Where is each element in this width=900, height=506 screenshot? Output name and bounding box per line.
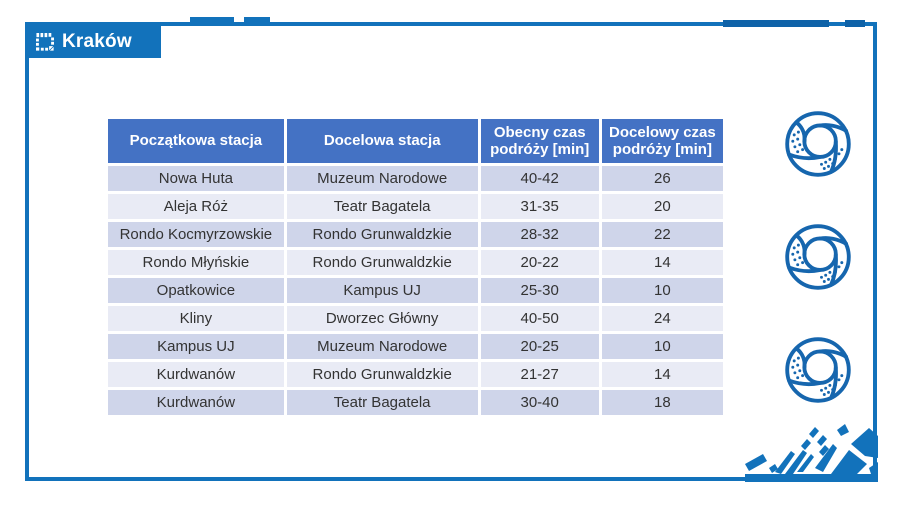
table-cell: Aleja Róż <box>108 194 284 219</box>
border-dash-decoration <box>190 17 234 23</box>
border-dash-decoration <box>244 17 270 23</box>
table-cell: Rondo Grunwaldzkie <box>286 222 478 247</box>
table-cell: Rondo Młyńskie <box>108 250 284 275</box>
table-body: Nowa Huta Muzeum Narodowe 40-42 26 Aleja Róż… <box>108 166 723 415</box>
table-cell: 14 <box>601 250 723 275</box>
column-header: Docelowa stacja <box>286 119 478 163</box>
table-row: Kampus UJ Muzeum Narodowe 20-25 10 <box>108 334 723 359</box>
table-cell: Teatr Bagatela <box>286 390 478 415</box>
table-cell: 18 <box>601 390 723 415</box>
table-row: Aleja Róż Teatr Bagatela 31-35 20 <box>108 194 723 219</box>
table-header-row: Początkowa stacja Docelowa stacja Obecny c… <box>108 119 723 163</box>
table-cell: Kampus UJ <box>286 278 478 303</box>
table-row: Nowa Huta Muzeum Narodowe 40-42 26 <box>108 166 723 191</box>
border-dash-decoration <box>723 20 829 27</box>
city-map-mosaic-graphic <box>745 424 878 482</box>
obwarzanek-icon <box>785 337 851 403</box>
table-cell: 24 <box>601 306 723 331</box>
table-cell: 26 <box>601 166 723 191</box>
krakow-dashed-square-icon <box>36 32 54 51</box>
column-header: Obecny czas podróży [min] <box>480 119 599 163</box>
slide-frame <box>25 22 877 481</box>
table-cell: Opatkowice <box>108 278 284 303</box>
table-row: Rondo Kocmyrzowskie Rondo Grunwaldzkie 28-… <box>108 222 723 247</box>
table-cell: Dworzec Główny <box>286 306 478 331</box>
border-dash-decoration <box>845 20 865 27</box>
slide-title-box: Kraków <box>25 25 161 58</box>
table-cell: 10 <box>601 334 723 359</box>
table-cell: 40-42 <box>480 166 599 191</box>
table-cell: Muzeum Narodowe <box>286 334 478 359</box>
table-cell: Teatr Bagatela <box>286 194 478 219</box>
table-row: Opatkowice Kampus UJ 25-30 10 <box>108 278 723 303</box>
obwarzanek-icon-column <box>783 109 853 405</box>
table-row: Kurdwanów Rondo Grunwaldzkie 21-27 14 <box>108 362 723 387</box>
slide-title: Kraków <box>62 30 132 52</box>
table-cell: Rondo Grunwaldzkie <box>286 250 478 275</box>
table-cell: 20-22 <box>480 250 599 275</box>
column-header: Docelowy czas podróży [min] <box>601 119 723 163</box>
table-cell: 20 <box>601 194 723 219</box>
table-cell: 25-30 <box>480 278 599 303</box>
table-cell: 20-25 <box>480 334 599 359</box>
table-row: Kliny Dworzec Główny 40-50 24 <box>108 306 723 331</box>
table-cell: 28-32 <box>480 222 599 247</box>
obwarzanek-icon <box>785 224 851 290</box>
table-cell: 30-40 <box>480 390 599 415</box>
table-cell: 22 <box>601 222 723 247</box>
table-cell: Kurdwanów <box>108 362 284 387</box>
table-cell: 10 <box>601 278 723 303</box>
obwarzanek-icon <box>785 111 851 177</box>
table-cell: Kampus UJ <box>108 334 284 359</box>
table-row: Rondo Młyńskie Rondo Grunwaldzkie 20-22 14 <box>108 250 723 275</box>
table-cell: Muzeum Narodowe <box>286 166 478 191</box>
table-cell: Kliny <box>108 306 284 331</box>
table-cell: 21-27 <box>480 362 599 387</box>
table-row: Kurdwanów Teatr Bagatela 30-40 18 <box>108 390 723 415</box>
column-header: Początkowa stacja <box>108 119 284 163</box>
table-cell: Nowa Huta <box>108 166 284 191</box>
table-cell: 31-35 <box>480 194 599 219</box>
travel-times-table: Początkowa stacja Docelowa stacja Obecny c… <box>105 116 726 418</box>
table-cell: Rondo Kocmyrzowskie <box>108 222 284 247</box>
table-cell: 40-50 <box>480 306 599 331</box>
table-cell: 14 <box>601 362 723 387</box>
table-cell: Kurdwanów <box>108 390 284 415</box>
table-cell: Rondo Grunwaldzkie <box>286 362 478 387</box>
